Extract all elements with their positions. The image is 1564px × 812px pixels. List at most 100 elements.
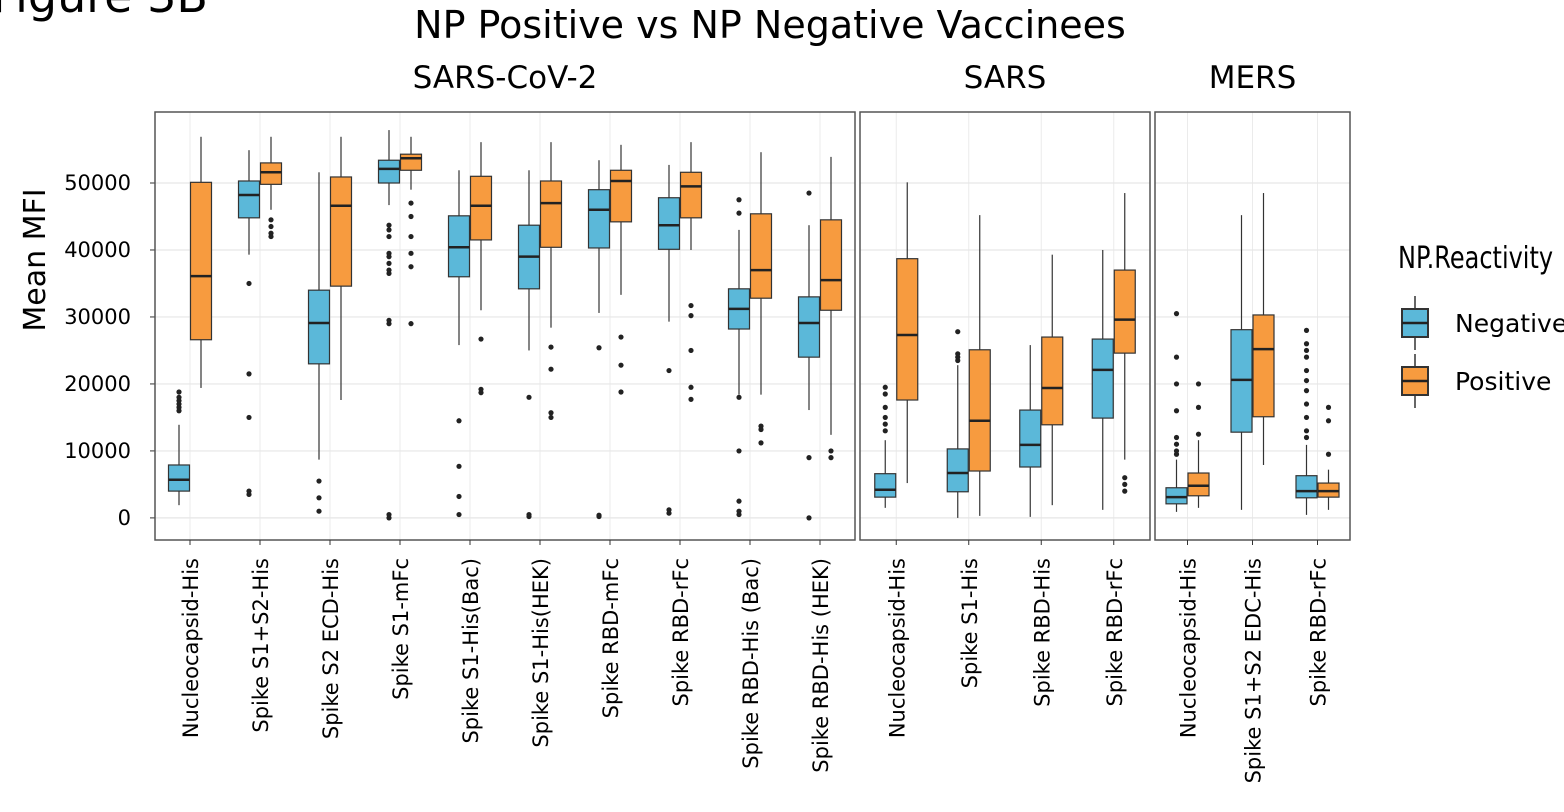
outlier [736,511,742,518]
box [749,213,773,299]
outlier [1303,388,1310,394]
outlier [386,260,392,266]
x-tick-label: Nucleocapsid-His [1177,558,1201,738]
outlier [618,334,624,340]
box [874,473,897,498]
y-axis-label: Mean MFI [18,188,53,331]
box [587,189,611,249]
outlier [1173,408,1180,414]
outlier [882,428,888,434]
outlier [408,213,414,220]
outlier [688,347,694,354]
outlier [758,440,764,446]
panel-title: SARS [964,60,1047,96]
outlier [882,391,888,397]
box [259,162,283,185]
outlier [1173,381,1180,387]
outlier [666,510,672,516]
outlier [736,448,742,454]
outlier [176,394,182,400]
box [968,349,991,472]
outlier [268,233,274,240]
outlier [408,321,414,327]
outlier [882,404,888,410]
outlier [456,418,462,424]
outlier [806,455,812,461]
y-tick-label: 30000 [64,305,131,329]
box [1252,314,1275,418]
outlier [386,321,392,327]
panel-border [154,111,856,541]
box [1187,472,1210,497]
legend-title: NP.Reactivity [1398,241,1553,275]
panel-title: MERS [1209,60,1297,96]
outlier [1173,441,1180,447]
x-tick-label: Spike RBD-His (HEK) [809,558,833,773]
box [1165,487,1188,505]
outlier [246,491,252,498]
outlier [548,410,554,416]
outlier [246,371,252,377]
outlier [828,448,834,454]
x-tick-label: Spike RBD-His (Bac) [739,558,763,769]
panel-title: SARS-CoV-2 [413,60,598,96]
box [1113,269,1136,354]
x-tick-label: Spike S1-His(Bac) [459,558,483,744]
outlier [408,250,414,256]
outlier [1303,377,1310,384]
box [946,448,969,493]
outlier [316,478,322,484]
x-tick-label: Spike S1+S2 EDC-His [1242,558,1266,783]
outlier [386,222,392,228]
box [797,296,821,358]
outlier [1173,451,1180,457]
outlier [1303,428,1310,434]
outlier [688,384,694,390]
box [189,181,213,341]
outlier [1325,404,1332,410]
outlier [1325,451,1332,457]
outlier [1173,434,1180,441]
outlier [806,515,812,521]
outlier [246,414,252,421]
y-tick-label: 10000 [64,439,131,463]
box [657,197,681,250]
outlier [548,414,554,421]
outlier [456,511,462,518]
outlier [526,513,532,520]
outlier [666,367,672,374]
panel-border [859,111,1151,541]
outlier [955,357,961,364]
x-tick-label: Nucleocapsid-His [885,558,909,738]
outlier [386,227,392,233]
outlier [478,336,484,342]
outlier [688,313,694,319]
outlier [688,396,694,402]
outlier [758,426,764,433]
box [469,175,493,241]
outlier [882,384,888,390]
outlier [596,513,602,520]
outlier [1173,311,1180,317]
outlier [246,280,252,287]
outlier [386,233,392,240]
outlier [176,389,182,395]
outlier [316,508,322,514]
outlier [1303,341,1310,347]
legend-label: Negative [1455,309,1564,338]
outlier [456,463,462,469]
outlier [478,390,484,396]
x-tick-label: Spike S1-His [958,558,982,688]
outlier [386,515,392,521]
box [167,464,191,492]
outlier [1303,327,1310,333]
outlier [736,498,742,504]
chart-title: NP Positive vs NP Negative Vaccinees [414,3,1126,47]
outlier [1195,381,1202,387]
box [1295,475,1318,499]
box [679,171,703,219]
figure-label: Figure 3B [0,0,208,23]
x-tick-label: Spike S1+S2-His [249,558,273,733]
box [399,153,423,171]
outlier [736,197,742,203]
